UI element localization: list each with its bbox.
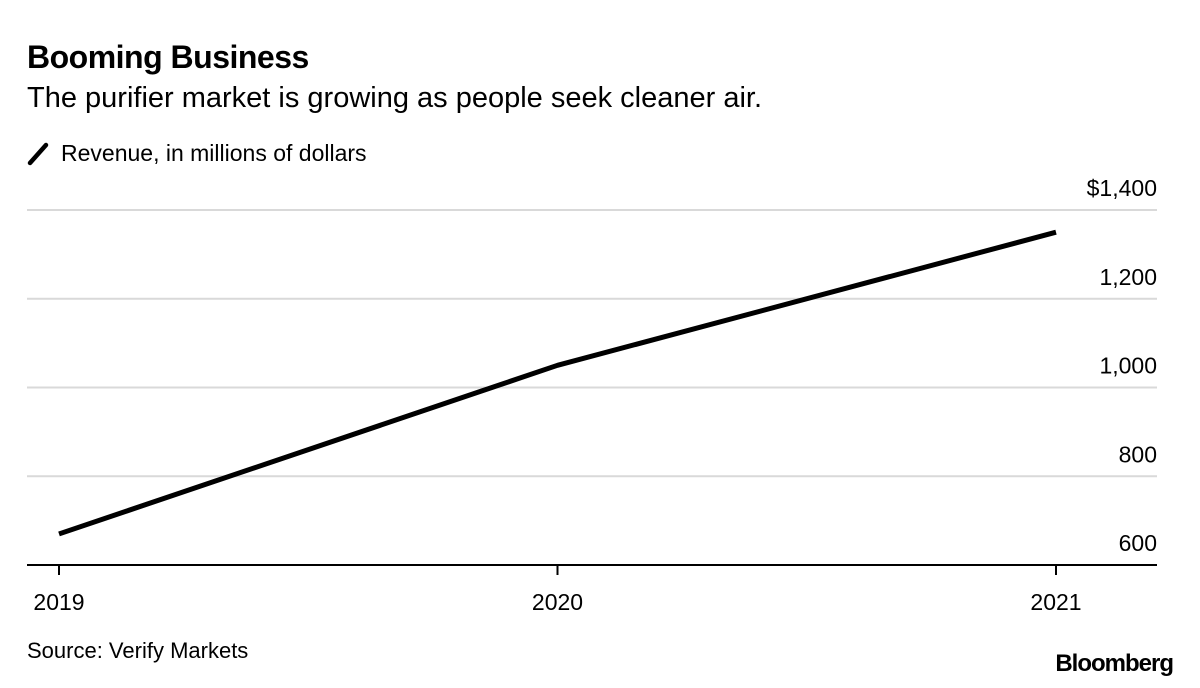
y-tick-label-1000: 1,000 bbox=[1099, 353, 1157, 379]
legend: Revenue, in millions of dollars bbox=[27, 138, 367, 168]
x-tick-label-2020: 2020 bbox=[532, 589, 583, 615]
y-tick-label-800: 800 bbox=[1119, 441, 1157, 467]
chart-title: Booming Business bbox=[27, 39, 309, 75]
series-line-revenue bbox=[58, 229, 1057, 537]
source-note: Source: Verify Markets bbox=[27, 638, 249, 663]
y-tick-label-1400: $1,400 bbox=[1087, 175, 1157, 201]
legend-series-label: Revenue, in millions of dollars bbox=[61, 140, 367, 166]
chart-subtitle: The purifier market is growing as people… bbox=[27, 82, 763, 114]
x-tick-label-2021: 2021 bbox=[1030, 589, 1081, 615]
x-tick-label-2019: 2019 bbox=[33, 589, 84, 615]
legend-line-icon bbox=[27, 142, 49, 166]
y-tick-label-1200: 1,200 bbox=[1099, 264, 1157, 290]
bloomberg-logo: Bloomberg bbox=[1055, 650, 1174, 677]
y-tick-label-600: 600 bbox=[1119, 530, 1157, 556]
